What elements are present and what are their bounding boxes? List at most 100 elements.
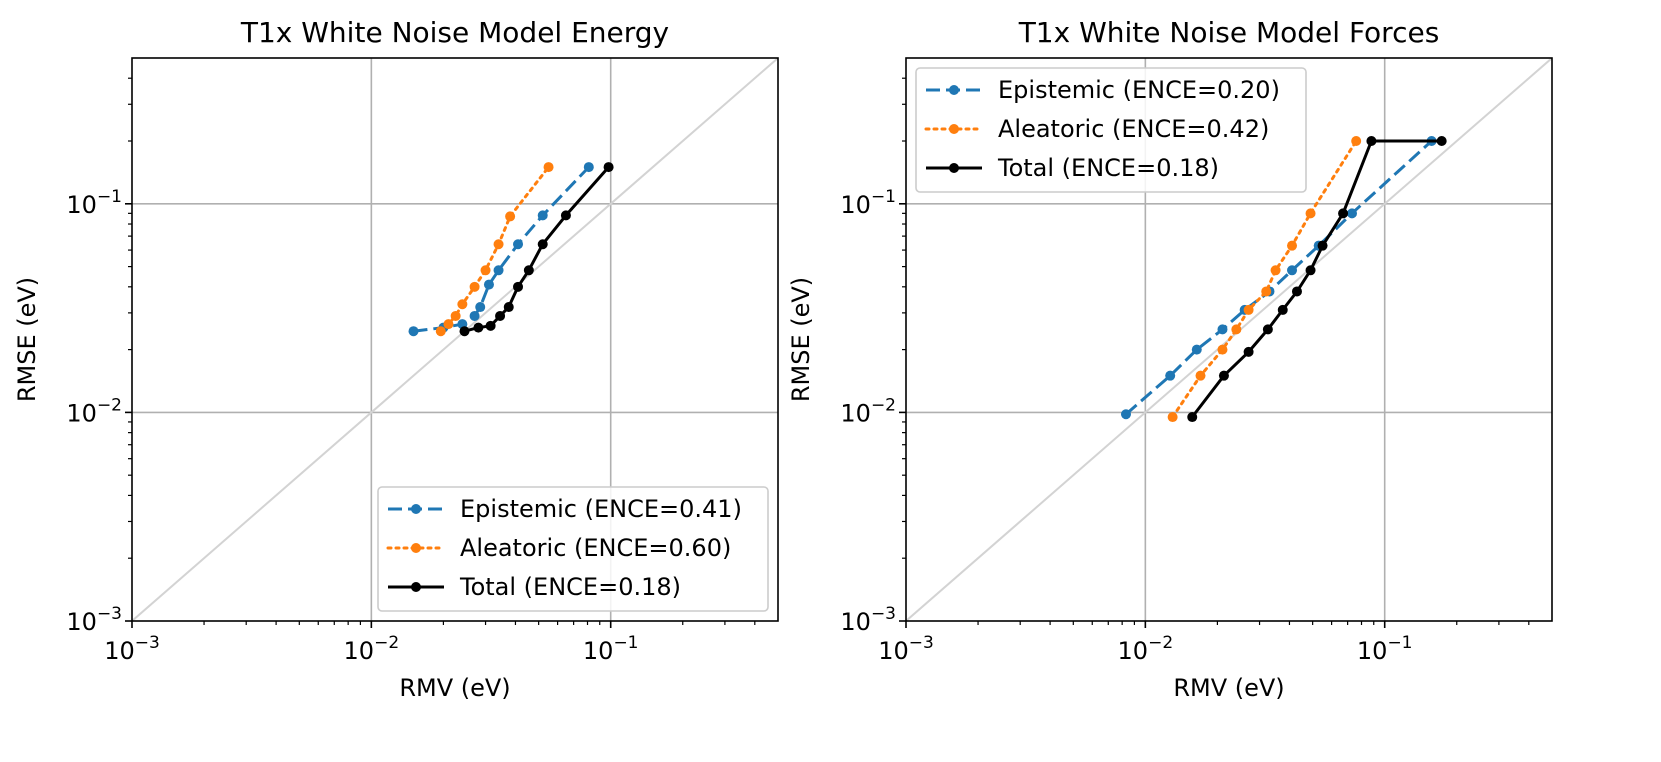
x-axis-label: RMV (eV) xyxy=(1173,674,1284,702)
data-point xyxy=(560,210,571,221)
x-tick-label: 10−3 xyxy=(104,633,160,665)
data-point xyxy=(1231,324,1242,335)
x-tick-label: 10−1 xyxy=(1357,633,1413,665)
series-2 xyxy=(1187,136,1447,423)
series-1 xyxy=(1167,136,1362,423)
data-point xyxy=(469,281,480,292)
data-point xyxy=(485,320,496,331)
legend-label-2: Total (ENCE=0.18) xyxy=(997,154,1219,182)
data-point xyxy=(443,319,454,330)
y-axis-label: RMSE (eV) xyxy=(787,277,815,402)
series-line xyxy=(413,166,590,333)
series-line xyxy=(439,165,551,333)
legend-frame xyxy=(915,67,1307,193)
data-point xyxy=(1218,370,1229,381)
tick-base: 10 xyxy=(840,608,871,636)
data-point xyxy=(1366,136,1377,147)
series-2 xyxy=(459,162,614,337)
data-point xyxy=(1120,409,1131,420)
x-tick-label: 10−2 xyxy=(344,633,400,665)
legend-marker-2 xyxy=(949,163,959,173)
tick-exponent: −2 xyxy=(1148,633,1173,653)
data-point xyxy=(1291,286,1302,297)
data-point xyxy=(495,310,506,321)
axes-frame xyxy=(905,57,1553,622)
data-point xyxy=(1305,265,1316,276)
legend-label-1: Aleatoric (ENCE=0.42) xyxy=(998,115,1269,143)
x-tick-label: 10−3 xyxy=(878,633,934,665)
data-point xyxy=(1317,240,1328,251)
tick-exponent: −1 xyxy=(871,187,896,207)
tick-exponent: −2 xyxy=(871,395,896,415)
tick-base: 10 xyxy=(840,191,871,219)
y-tick-label: 10−3 xyxy=(840,604,896,636)
y-tick-label: 10−2 xyxy=(840,395,896,427)
data-point xyxy=(435,326,446,337)
legend: Epistemic (ENCE=0.41) Aleatoric (ENCE=0.6… xyxy=(377,486,769,612)
tick-exponent: −1 xyxy=(1387,633,1412,653)
legend-marker-1 xyxy=(411,543,421,553)
legend-marker-2 xyxy=(411,582,421,592)
y-tick-label: 10−1 xyxy=(840,187,896,219)
y-tick-label: 10−3 xyxy=(66,604,122,636)
tick-exponent: −2 xyxy=(374,633,399,653)
chart-title: T1x White Noise Model Forces xyxy=(1018,16,1440,49)
x-axis-label: RMV (eV) xyxy=(399,674,510,702)
tick-base: 10 xyxy=(66,191,97,219)
data-point xyxy=(603,162,614,173)
legend-label-2: Total (ENCE=0.18) xyxy=(459,573,681,601)
data-point xyxy=(1243,346,1254,357)
y-tick-label: 10−1 xyxy=(66,187,122,219)
data-point xyxy=(543,162,554,173)
data-point xyxy=(450,310,461,321)
legend-label-0: Epistemic (ENCE=0.41) xyxy=(460,495,742,523)
tick-base: 10 xyxy=(583,637,614,665)
tick-exponent: −3 xyxy=(871,604,896,624)
data-point xyxy=(480,265,491,276)
data-point xyxy=(408,326,419,337)
data-point xyxy=(473,322,484,333)
data-point xyxy=(537,239,548,250)
x-tick-label: 10−2 xyxy=(1118,633,1174,665)
tick-exponent: −3 xyxy=(97,604,122,624)
y-tick-label: 10−2 xyxy=(66,395,122,427)
tick-base: 10 xyxy=(66,399,97,427)
data-point xyxy=(493,265,504,276)
data-point xyxy=(493,239,504,250)
data-point xyxy=(1167,412,1178,423)
data-point xyxy=(513,281,524,292)
tick-base: 10 xyxy=(1118,637,1149,665)
legend-frame xyxy=(377,486,769,612)
y-axis-label: RMSE (eV) xyxy=(13,277,41,402)
series-0 xyxy=(408,162,594,337)
data-point xyxy=(1262,324,1273,335)
data-point xyxy=(1277,304,1288,315)
data-point xyxy=(1165,370,1176,381)
data-point xyxy=(1195,370,1206,381)
data-point xyxy=(1436,136,1447,147)
tick-exponent: −1 xyxy=(97,187,122,207)
axes-frame xyxy=(131,57,779,622)
tick-base: 10 xyxy=(878,637,909,665)
data-point xyxy=(513,239,524,250)
data-point xyxy=(505,211,516,222)
data-point xyxy=(1287,240,1298,251)
reference-line xyxy=(132,58,778,621)
data-point xyxy=(1305,208,1316,219)
tick-base: 10 xyxy=(66,608,97,636)
legend-marker-0 xyxy=(411,504,421,514)
data-point xyxy=(1187,412,1198,423)
legend-label-0: Epistemic (ENCE=0.20) xyxy=(998,76,1280,104)
tick-base: 10 xyxy=(104,637,135,665)
data-point xyxy=(537,210,548,221)
tick-exponent: −2 xyxy=(97,395,122,415)
tick-exponent: −3 xyxy=(135,633,160,653)
data-point xyxy=(457,299,468,310)
data-point xyxy=(469,310,480,321)
legend-marker-0 xyxy=(949,85,959,95)
series-line xyxy=(1171,139,1358,419)
data-point xyxy=(503,302,514,313)
series-line xyxy=(464,166,610,333)
tick-exponent: −3 xyxy=(909,633,934,653)
